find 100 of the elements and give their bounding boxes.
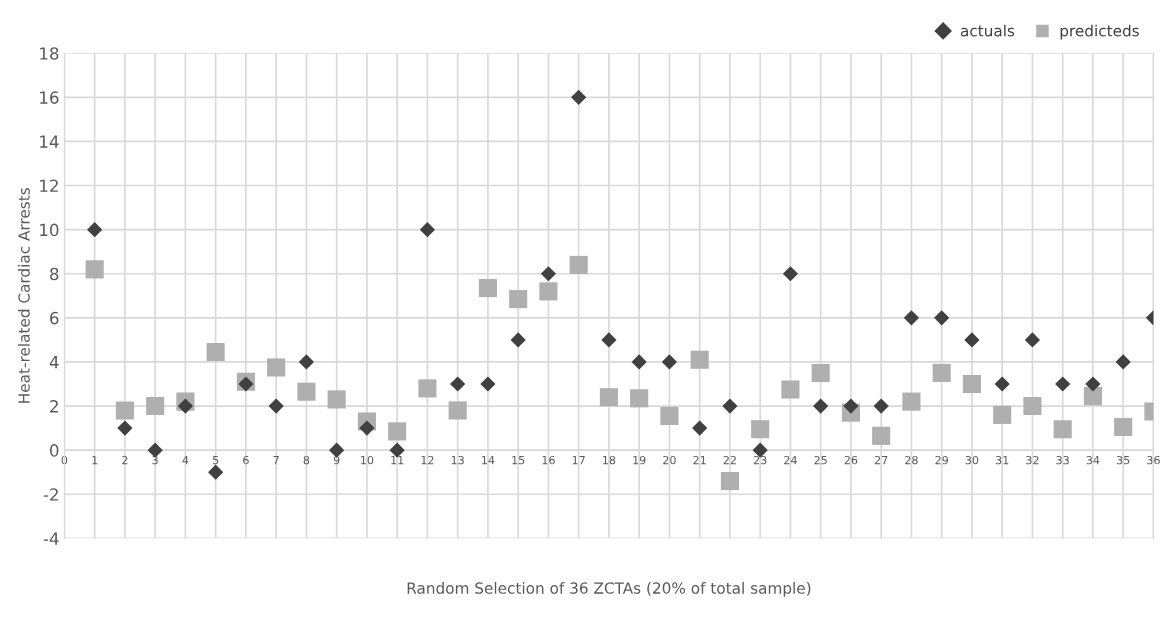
y-tick-label: -2 (43, 488, 58, 501)
point (630, 389, 649, 408)
point (389, 442, 405, 458)
y-tick-label: 4 (49, 356, 59, 369)
x-tick-label: 20 (663, 455, 676, 465)
point (298, 354, 315, 370)
point (843, 398, 859, 414)
x-tick-label: 6 (243, 455, 249, 465)
x-tick-label: 8 (303, 455, 310, 465)
point (85, 260, 104, 279)
point (147, 442, 163, 458)
point (1023, 396, 1042, 416)
point (1053, 420, 1072, 439)
y-tick-label: 12 (40, 179, 58, 192)
point (509, 290, 528, 309)
x-tick-label: 32 (1026, 455, 1039, 465)
point (206, 342, 225, 362)
x-tick-label: 34 (1086, 455, 1100, 465)
point (993, 405, 1012, 424)
point (631, 354, 647, 370)
point (692, 420, 708, 436)
point (661, 354, 678, 370)
x-tick-label: 23 (753, 455, 767, 465)
point (327, 390, 346, 409)
point (177, 398, 194, 414)
point (419, 222, 436, 238)
y-tick-label: 18 (40, 47, 59, 60)
y-tick-label: 10 (40, 223, 59, 237)
x-tick-label: 25 (814, 455, 827, 465)
point (964, 332, 980, 348)
legend-label: actuals (960, 24, 1015, 37)
point (1024, 332, 1041, 348)
y-tick-label: 14 (40, 135, 59, 148)
point (601, 332, 617, 348)
point (478, 279, 497, 298)
point (781, 380, 800, 399)
y-tick-label: 8 (50, 267, 59, 281)
point (268, 398, 284, 414)
x-tick-label: 0 (61, 455, 68, 465)
x-tick-label: 26 (844, 455, 858, 465)
x-tick-label: 22 (723, 455, 736, 465)
x-tick-label: 21 (693, 455, 706, 465)
point (720, 471, 739, 491)
point (690, 350, 709, 369)
point (813, 398, 829, 414)
point (540, 266, 557, 282)
x-tick-label: 28 (905, 455, 918, 465)
point (1085, 376, 1101, 392)
point (539, 282, 558, 301)
x-axis-title: Random Selection of 36 ZCTAs (20% of total sample) (407, 582, 811, 597)
x-tick-label: 9 (333, 455, 340, 465)
point (267, 358, 286, 377)
y-axis-title: Heat-related Cardiac Arrests (17, 188, 30, 403)
x-tick-label: 2 (122, 455, 128, 465)
point (1114, 417, 1133, 437)
point (1055, 376, 1071, 392)
x-tick-label: 18 (603, 455, 616, 465)
y-tick-label: 2 (50, 400, 58, 413)
point (660, 406, 679, 426)
point (811, 363, 830, 383)
x-tick-label: 4 (182, 456, 189, 465)
x-tick-label: 15 (512, 456, 525, 465)
x-tick-label: 10 (361, 455, 374, 465)
point (297, 382, 316, 401)
x-tick-label: 24 (784, 455, 797, 465)
point (238, 376, 254, 392)
y-tick-label: 6 (50, 311, 59, 325)
point (329, 442, 345, 458)
point (115, 401, 134, 420)
x-tick-label: 1 (92, 456, 98, 465)
point (569, 255, 588, 274)
x-tick-label: 5 (212, 456, 219, 465)
point (208, 464, 224, 480)
x-tick-label: 12 (421, 455, 434, 465)
x-tick-label: 27 (874, 455, 888, 465)
point (418, 379, 437, 398)
point (962, 374, 981, 394)
point (722, 398, 738, 414)
y-tick-label: 16 (40, 91, 59, 104)
point (902, 392, 921, 411)
x-tick-label: 33 (1056, 455, 1069, 465)
point (872, 426, 891, 445)
x-tick-label: 35 (1116, 455, 1130, 465)
x-tick-label: 17 (572, 456, 585, 465)
point (450, 376, 466, 392)
x-tick-label: 7 (273, 456, 279, 465)
point (510, 332, 526, 348)
x-tick-label: 36 (1147, 455, 1160, 465)
x-tick-label: 13 (451, 455, 464, 465)
point (388, 422, 407, 441)
point (873, 398, 889, 414)
x-tick-label: 14 (482, 456, 495, 465)
legend-label: predicteds (1060, 24, 1139, 40)
x-tick-label: 31 (995, 455, 1009, 465)
y-tick-label: 0 (50, 444, 59, 457)
y-tick-label: -4 (43, 532, 59, 545)
point (1083, 387, 1102, 406)
point (146, 396, 165, 416)
point (932, 363, 951, 383)
x-tick-label: 11 (391, 456, 404, 465)
